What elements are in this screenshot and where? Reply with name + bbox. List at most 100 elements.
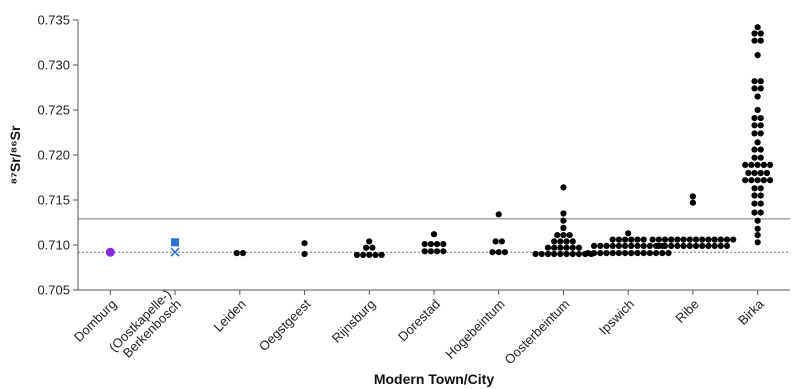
data-point (532, 250, 539, 258)
data-point (590, 242, 598, 249)
data-point (745, 169, 752, 177)
data-point (239, 250, 247, 257)
data-point (757, 200, 764, 207)
data-point (560, 210, 567, 217)
data-point (751, 85, 758, 92)
data-point (434, 241, 441, 248)
y-tick-label: 0.735 (37, 13, 70, 28)
data-point (699, 236, 706, 243)
data-point (751, 122, 758, 129)
data-point (757, 130, 764, 137)
data-point (674, 236, 681, 243)
data-point (597, 250, 604, 257)
data-point (751, 30, 758, 37)
data-point (378, 251, 385, 258)
data-point (359, 251, 367, 258)
x-tick-label: Oegstgeest (256, 296, 314, 354)
x-tick-label: Dorestad (395, 296, 443, 344)
data-point (434, 248, 441, 255)
x-tick-label: Rijnsburg (329, 296, 378, 345)
y-tick-label: 0.725 (37, 103, 70, 118)
data-point (625, 230, 632, 237)
x-ticks: Domburg(Oostkapelle-)Berkenbosch Leiden Oe… (71, 286, 767, 367)
data-point (563, 238, 570, 245)
data-point (634, 250, 641, 257)
data-point (557, 244, 564, 251)
data-point (686, 236, 693, 243)
x-tick-label: Hogebeintum (442, 296, 507, 361)
data-point (754, 225, 761, 232)
data-point (754, 139, 761, 146)
data-point (495, 211, 502, 218)
data-point (754, 232, 761, 239)
data-point (421, 248, 428, 255)
data-point (686, 242, 693, 249)
data-point (754, 106, 761, 114)
data-point (640, 242, 647, 249)
data-point (621, 236, 629, 243)
data-point (665, 250, 672, 257)
data-point (551, 250, 558, 258)
data-point (233, 250, 240, 257)
y-tick-label: 0.715 (37, 193, 70, 208)
data-point (661, 236, 669, 243)
data-point (757, 185, 764, 192)
data-point (649, 236, 656, 243)
data-point (421, 241, 428, 248)
data-point (495, 249, 502, 256)
data-point (615, 250, 622, 257)
data-point (754, 161, 761, 168)
x-tick-label: Ribe (672, 296, 702, 326)
data-point (603, 242, 610, 249)
data-point (751, 130, 758, 137)
data-point (760, 161, 767, 168)
data-point (754, 93, 761, 100)
data-point (751, 200, 758, 207)
data-point (544, 244, 552, 251)
data-point (498, 238, 505, 245)
data-point (751, 37, 758, 44)
data-point (575, 244, 583, 251)
data-point (569, 250, 576, 258)
data-point (353, 251, 360, 258)
data-point (366, 251, 373, 258)
data-point (628, 236, 635, 243)
data-point (372, 251, 379, 258)
data-point (680, 236, 687, 243)
data-point (366, 238, 373, 245)
data-point (705, 236, 712, 243)
data-point (748, 161, 755, 168)
data-point (560, 224, 567, 231)
data-point (717, 236, 724, 243)
data-point (634, 242, 641, 249)
data-point (569, 244, 576, 251)
data-point (615, 236, 622, 243)
data-point (646, 242, 653, 249)
data-point (655, 242, 662, 249)
data-point (659, 250, 666, 257)
data-point (751, 115, 758, 122)
data-point (427, 241, 434, 248)
y-tick-label: 0.710 (37, 238, 70, 253)
data-point (551, 244, 558, 251)
data-point (757, 85, 764, 92)
data-point (757, 154, 764, 161)
data-point (646, 250, 653, 257)
data-point (751, 154, 758, 161)
data-point (754, 52, 761, 59)
data-point (440, 248, 447, 255)
x-axis-title: Modern Town/City (374, 371, 494, 387)
data-point (609, 236, 616, 243)
x-tick-label: Ipswich (596, 296, 637, 337)
x-tick-label: Leiden (211, 296, 249, 334)
data-point (621, 250, 629, 257)
data-point (692, 242, 700, 249)
data-point (301, 250, 308, 258)
data-point (628, 242, 635, 249)
data-point (754, 24, 761, 31)
data-point (757, 169, 764, 177)
data-point (363, 244, 370, 251)
data-point (757, 209, 764, 216)
data-point (717, 242, 724, 249)
data-point (538, 250, 545, 258)
